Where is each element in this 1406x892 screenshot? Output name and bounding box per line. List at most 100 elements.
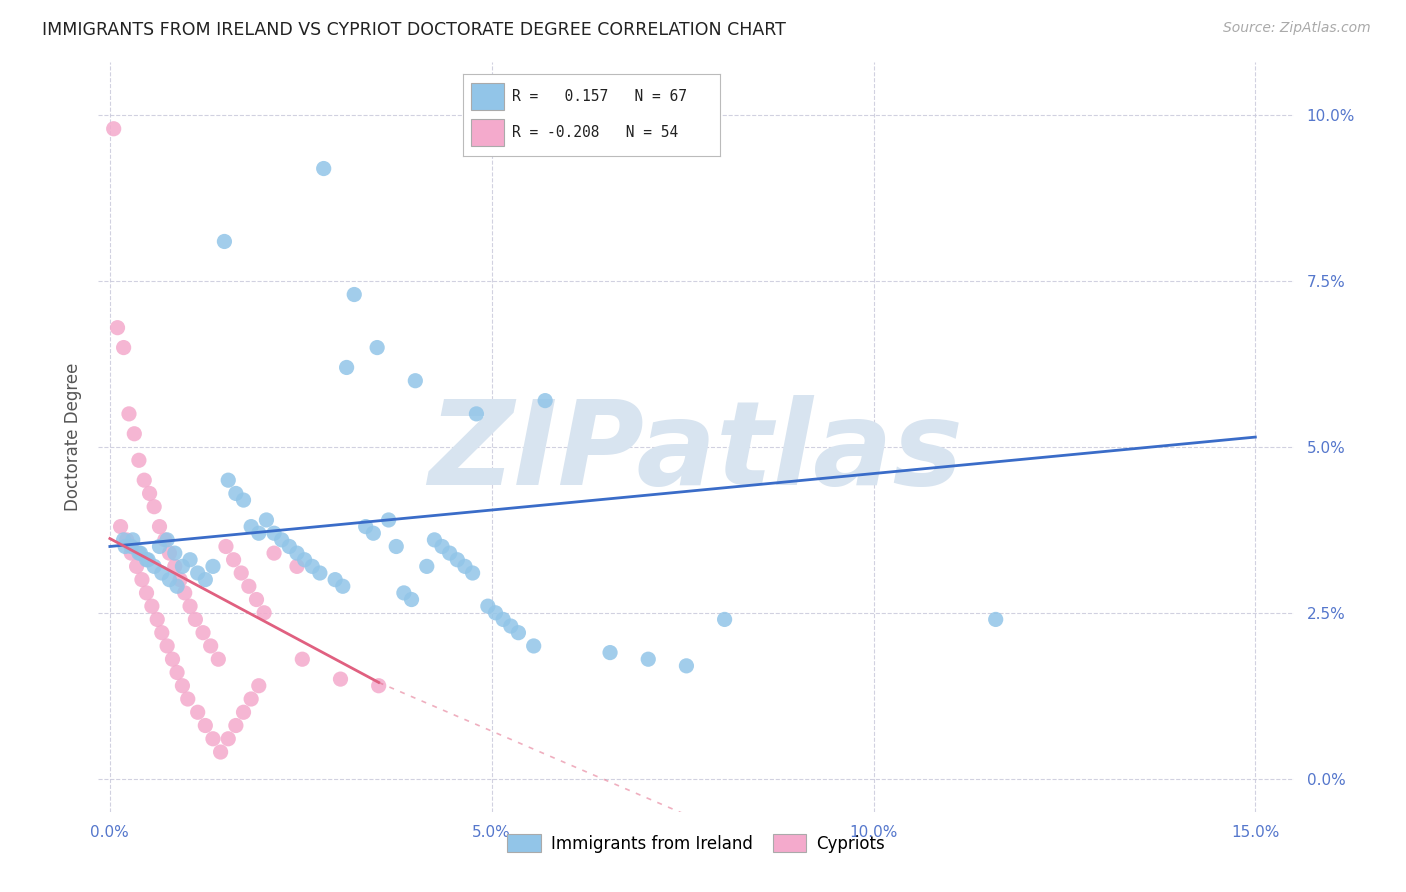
Point <box>179 553 201 567</box>
Point <box>112 341 135 355</box>
Point <box>107 320 129 334</box>
Point <box>323 573 346 587</box>
Point <box>163 546 186 560</box>
Point <box>209 745 232 759</box>
Point <box>148 540 170 554</box>
Point <box>377 513 399 527</box>
Legend: Immigrants from Ireland, Cypriots: Immigrants from Ireland, Cypriots <box>501 828 891 860</box>
Point <box>134 473 156 487</box>
Text: IMMIGRANTS FROM IRELAND VS CYPRIOT DOCTORATE DEGREE CORRELATION CHART: IMMIGRANTS FROM IRELAND VS CYPRIOT DOCTO… <box>42 21 786 39</box>
Point <box>112 533 135 547</box>
Point <box>120 540 142 554</box>
Point <box>156 639 179 653</box>
Point <box>263 546 285 560</box>
Point <box>363 526 385 541</box>
Point <box>278 540 301 554</box>
Point <box>225 486 247 500</box>
Point <box>166 579 188 593</box>
Point <box>217 473 239 487</box>
Point <box>141 599 163 614</box>
Point <box>159 573 181 587</box>
Point <box>110 519 132 533</box>
Point <box>713 612 735 626</box>
Point <box>172 559 194 574</box>
Point <box>225 718 247 732</box>
Point <box>416 559 439 574</box>
Point <box>454 559 477 574</box>
Point <box>508 625 530 640</box>
Point <box>247 526 270 541</box>
Point <box>254 513 277 527</box>
Point <box>169 573 191 587</box>
Point <box>336 360 359 375</box>
Point <box>240 519 263 533</box>
Point <box>423 533 446 547</box>
Point <box>294 553 316 567</box>
Point <box>146 612 169 626</box>
Point <box>194 718 217 732</box>
Point <box>343 287 366 301</box>
Point <box>238 579 260 593</box>
Point <box>430 540 453 554</box>
Point <box>121 533 143 547</box>
Point <box>162 652 184 666</box>
Point <box>534 393 557 408</box>
Point <box>263 526 285 541</box>
Point <box>128 453 150 467</box>
Point <box>285 546 308 560</box>
Point <box>136 553 159 567</box>
Point <box>143 500 166 514</box>
Point <box>675 658 697 673</box>
Point <box>124 426 146 441</box>
Point <box>523 639 546 653</box>
Point <box>385 540 408 554</box>
Point <box>231 566 253 580</box>
Point <box>285 559 308 574</box>
Point <box>159 546 181 560</box>
Point <box>173 586 195 600</box>
Point <box>120 546 142 560</box>
Point <box>128 546 150 560</box>
Point <box>201 731 224 746</box>
Point <box>153 533 176 547</box>
Text: ZIPatlas: ZIPatlas <box>429 394 963 509</box>
Point <box>392 586 415 600</box>
Point <box>194 573 217 587</box>
Point <box>148 519 170 533</box>
Point <box>446 553 468 567</box>
Point <box>172 679 194 693</box>
Text: Source: ZipAtlas.com: Source: ZipAtlas.com <box>1223 21 1371 36</box>
Y-axis label: Doctorate Degree: Doctorate Degree <box>63 363 82 511</box>
Point <box>312 161 335 176</box>
Point <box>366 341 388 355</box>
Point <box>215 540 238 554</box>
Point <box>125 559 148 574</box>
Point <box>309 566 332 580</box>
Point <box>245 592 267 607</box>
Point <box>214 235 236 249</box>
Point <box>166 665 188 680</box>
Point <box>332 579 354 593</box>
Point <box>184 612 207 626</box>
Point <box>207 652 229 666</box>
Point <box>114 540 136 554</box>
Point <box>439 546 461 560</box>
Point <box>367 679 389 693</box>
Point <box>270 533 292 547</box>
Point <box>301 559 323 574</box>
Point <box>179 599 201 614</box>
Point <box>401 592 423 607</box>
Point <box>232 493 254 508</box>
Point <box>156 533 179 547</box>
Point <box>163 559 186 574</box>
Point <box>461 566 484 580</box>
Point <box>143 559 166 574</box>
Point <box>135 586 157 600</box>
Point <box>129 546 152 560</box>
Point <box>599 646 621 660</box>
Point <box>200 639 222 653</box>
Point <box>477 599 499 614</box>
Point <box>404 374 426 388</box>
Point <box>499 619 522 633</box>
Point <box>135 553 157 567</box>
